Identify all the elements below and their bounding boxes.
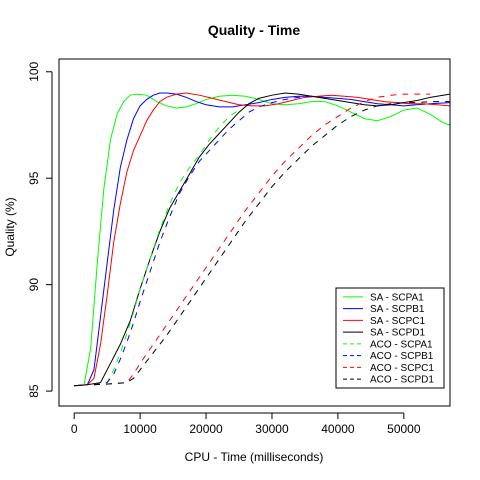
series-line-aco-scpd1 xyxy=(93,101,450,386)
x-tick-label: 50000 xyxy=(387,422,421,436)
plot-frame xyxy=(58,58,451,407)
x-tick-label: 20000 xyxy=(189,422,223,436)
y-tick-label: 85 xyxy=(27,384,41,398)
y-tick-label: 95 xyxy=(27,171,41,185)
legend-entry: ACO - SCPC1 xyxy=(370,363,434,374)
legend-box xyxy=(335,287,445,389)
x-tick-label: 0 xyxy=(71,422,78,436)
legend-entry: SA - SCPD1 xyxy=(370,328,425,339)
legend-entry: SA - SCPA1 xyxy=(370,292,424,303)
legend-entry: ACO - SCPA1 xyxy=(370,339,433,350)
legend-entry: SA - SCPC1 xyxy=(370,316,425,327)
y-axis-label: Quality (%) xyxy=(3,197,17,256)
x-tick-label: 40000 xyxy=(321,422,355,436)
series-line-sa-scpa1 xyxy=(74,93,450,387)
axes: 0 10000 20000 30000 40000 50000 85 90 95 100 xyxy=(27,58,451,436)
plot-area xyxy=(74,92,450,387)
x-tick-label: 10000 xyxy=(123,422,157,436)
series-line-aco-scpa1 xyxy=(93,109,240,386)
series-line-aco-scpb1 xyxy=(93,95,312,386)
series-line-sa-scpc1 xyxy=(74,92,450,387)
y-tick-label: 90 xyxy=(27,278,41,292)
y-tick-label: 100 xyxy=(27,61,41,81)
series-line-sa-scpb1 xyxy=(74,92,450,387)
legend-entry: ACO - SCPD1 xyxy=(370,375,434,386)
legend-entry: SA - SCPB1 xyxy=(370,304,425,315)
x-tick-label: 30000 xyxy=(255,422,289,436)
x-axis-label: CPU - Time (milliseconds) xyxy=(185,450,324,464)
series-line-sa-scpd1 xyxy=(74,92,450,387)
chart-title: Quality - Time xyxy=(208,22,301,38)
series-line-aco-scpc1 xyxy=(93,93,431,386)
legend-entry: ACO - SCPB1 xyxy=(370,351,434,362)
